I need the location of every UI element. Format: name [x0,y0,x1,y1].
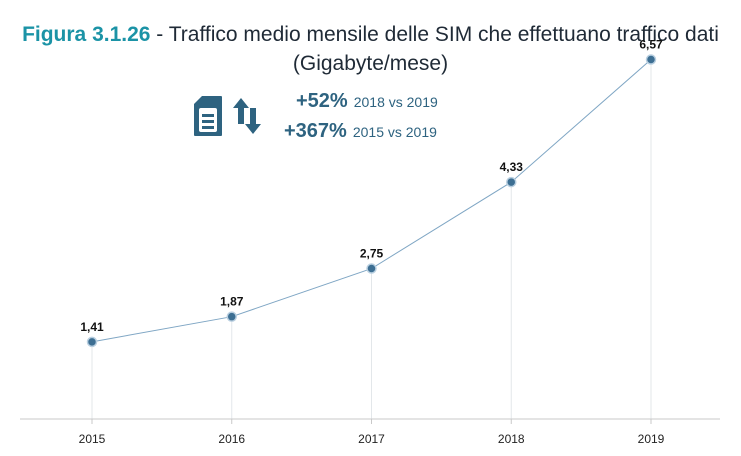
data-label-2016: 1,87 [220,295,244,309]
stat-comparison-1: 2018 vs 2019 [353,94,438,110]
x-tick-label-2019: 2019 [638,432,665,446]
x-tick-label-2018: 2018 [498,432,525,446]
sim-card-icon [194,96,222,136]
data-label-2015: 1,41 [80,320,104,334]
data-label-2019: 6,57 [639,38,663,52]
x-tick-label-2016: 2016 [218,432,245,446]
data-point-2015 [86,336,98,348]
x-tick-label-2015: 2015 [79,432,106,446]
data-label-2017: 2,75 [360,247,384,261]
data-label-2018: 4,33 [500,160,524,174]
x-tick-label-2017: 2017 [358,432,385,446]
title-text: - Traffico medio mensile delle SIM che e… [150,23,719,46]
data-point-2019 [645,54,657,65]
chart-title: Figura 3.1.26 - Traffico medio mensile d… [0,20,741,78]
figure-number: Figura 3.1.26 [22,23,151,46]
stat-comparison-2: 2015 vs 2019 [352,124,437,140]
chart-subtitle: (Gigabyte/mese) [292,52,449,75]
stat-pct-2: +367% [284,120,347,142]
data-point-2017 [366,263,377,274]
stat-pct-1: +52% [296,90,348,112]
up-down-arrows-icon [233,98,261,134]
stat-row-2: +367% 2015 vs 2019 [284,120,437,143]
data-point-2018 [506,176,517,188]
data-point-2016 [226,311,237,322]
stat-row-1: +52% 2018 vs 2019 [296,90,438,113]
stats-panel: +52% 2018 vs 2019 +367% 2015 vs 2019 [192,90,482,150]
